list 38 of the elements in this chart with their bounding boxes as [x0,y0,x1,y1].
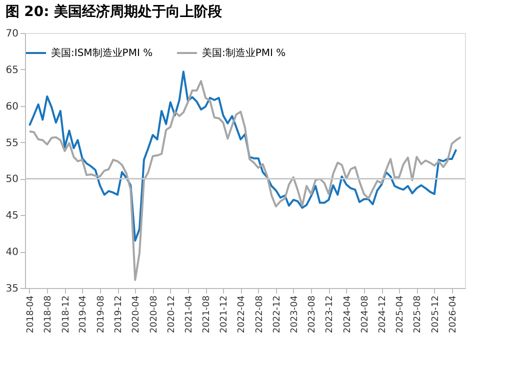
x-tick-label: 2024-12 [378,296,388,334]
x-tick-label: 2026-04 [448,295,458,334]
x-tick-label: 2020-04 [132,295,142,334]
legend-label: 美国:制造业PMI % [202,47,286,59]
line-series [28,70,458,242]
x-tick-label: 2025-12 [430,296,441,334]
y-tick-label: 50 [6,174,18,186]
x-tick-label: 2021-08 [202,295,212,334]
x-tick-label: 2019-12 [114,296,124,334]
chart-title: 图 20: 美国经济周期处于向上阶段 [5,3,224,20]
x-tick-label: 2020-08 [149,295,160,334]
x-tick-label: 2023-08 [308,295,318,334]
x-tick-label: 2023-12 [325,296,336,334]
x-tick-label: 2019-08 [96,295,106,334]
x-tick-label: 2018-04 [26,295,36,334]
y-tick-label: 55 [6,138,18,149]
y-tick-label: 35 [6,284,18,294]
y-tick-label: 65 [6,64,18,76]
y-tick-label: 45 [6,210,18,222]
x-tick-label: 2020-12 [166,296,177,334]
y-tick-label: 70 [6,28,18,40]
x-tick-label: 2022-12 [272,296,282,334]
x-tick-label: 2025-08 [413,295,424,334]
y-tick-label: 60 [6,101,18,112]
x-tick-label: 2018-08 [44,295,54,334]
x-tick-label: 2023-04 [290,295,300,334]
x-tick-label: 2021-04 [184,295,194,334]
line-series [28,80,462,281]
x-tick-label: 2022-08 [254,295,265,334]
x-tick-label: 2024-08 [360,295,370,334]
x-tick-label: 2022-04 [237,295,248,334]
y-tick-label: 40 [6,247,18,258]
x-tick-label: 2021-12 [220,296,230,334]
x-tick-label: 2018-12 [61,296,72,334]
x-tick-label: 2025-04 [396,295,406,334]
x-tick-label: 2019-04 [78,295,89,334]
x-tick-label: 2024-04 [342,295,353,334]
legend-label: 美国:ISM制造业PMI % [51,47,153,59]
